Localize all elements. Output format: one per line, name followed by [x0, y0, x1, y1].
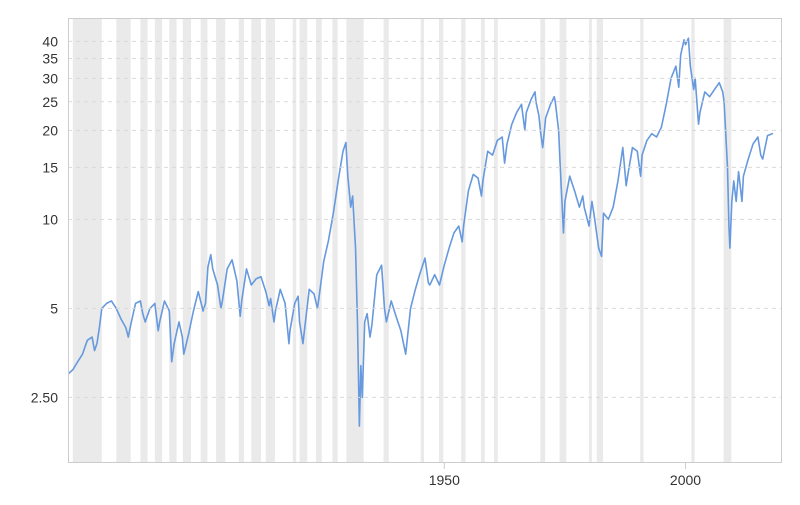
recession-band: [640, 18, 643, 463]
y-tick-label: 10: [42, 211, 58, 227]
recession-band: [155, 18, 162, 463]
y-tick-label: 15: [42, 159, 58, 175]
y-tick-label: 5: [50, 300, 58, 316]
y-tick-label: 2.50: [31, 389, 58, 405]
recession-band: [251, 18, 261, 463]
recession-band: [481, 18, 485, 463]
recession-band: [140, 18, 147, 463]
recession-band: [183, 18, 191, 463]
y-tick-label: 20: [42, 122, 58, 138]
recession-band: [540, 18, 545, 463]
y-tick-label: 40: [42, 33, 58, 49]
chart-svg: 2.50 5 10 15 20 25 30 35 40 1950 2000: [0, 0, 800, 505]
x-tick-label: 2000: [670, 472, 701, 488]
recession-band: [266, 18, 275, 463]
recession-band: [73, 18, 102, 463]
recession-band: [216, 18, 225, 463]
recession-band: [316, 18, 322, 463]
recession-band: [384, 18, 389, 463]
recession-band: [201, 18, 208, 463]
x-tick-label: 1950: [429, 472, 460, 488]
recession-band: [293, 18, 296, 463]
y-tick-label: 25: [42, 94, 58, 110]
y-tick-label: 30: [42, 70, 58, 86]
recession-band: [332, 18, 337, 463]
recession-band: [300, 18, 308, 463]
recession-band: [116, 18, 130, 463]
recession-band: [589, 18, 592, 463]
recession-band: [421, 18, 424, 463]
recession-band: [439, 18, 443, 463]
recession-band: [169, 18, 176, 463]
recession-band: [560, 18, 567, 463]
y-tick-label: 35: [42, 51, 58, 67]
line-chart: 2.50 5 10 15 20 25 30 35 40 1950 2000: [0, 0, 800, 505]
recession-band: [239, 18, 244, 463]
recession-band: [494, 18, 498, 463]
